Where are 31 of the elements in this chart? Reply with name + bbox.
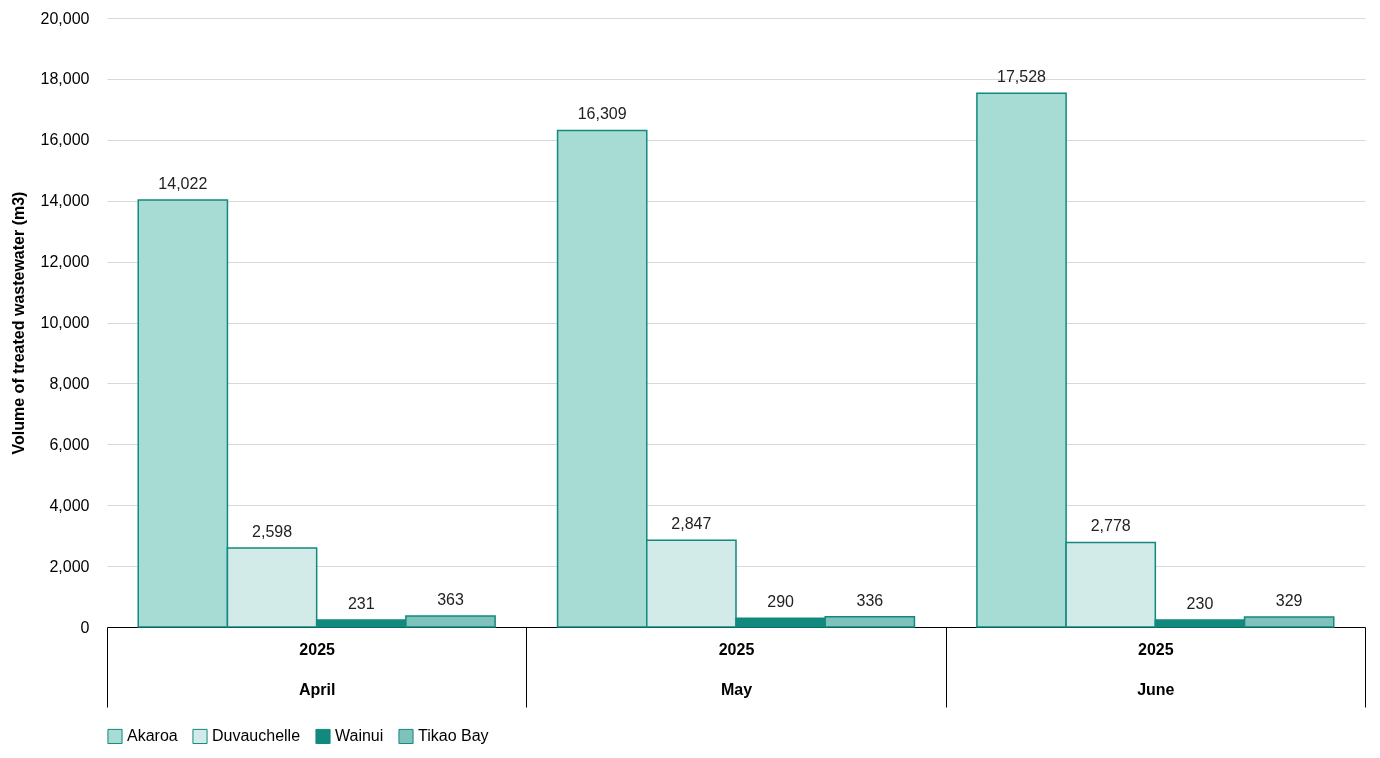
y-tick-label: 10,000 [40,314,90,331]
category-label: 2025 April [298,640,336,698]
data-label: 231 [347,594,375,612]
y-tick-label: 2,000 [49,557,90,575]
y-tick-label: 6,000 [49,435,90,453]
y-tick-label: 14,000 [40,192,90,210]
data-label: 336 [856,591,884,609]
y-tick-label: 16,000 [40,131,90,149]
y-tick-label: 0 [80,618,90,636]
legend-label: Wainui [335,727,384,745]
y-tick-label: 4,000 [49,496,90,514]
category-label: 2025 June [1137,640,1175,698]
data-label: 329 [1275,591,1303,609]
data-label: 14,022 [158,175,208,193]
data-label: 290 [767,593,795,611]
y-tick-label: 12,000 [40,253,90,271]
data-label: 2,847 [671,515,712,533]
data-label: 17,528 [997,68,1047,86]
y-axis-title: Volume of treated wastewater (m3) [9,191,27,455]
y-tick-label: 20,000 [40,9,90,27]
data-label: 16,309 [577,105,627,123]
category-label: 2025 May [718,640,755,698]
data-label: 2,778 [1090,517,1131,535]
legend-label: Duvauchelle [212,727,301,745]
y-tick-label: 8,000 [49,374,90,392]
data-label: 363 [437,590,464,608]
data-label: 2,598 [252,522,293,540]
y-tick-label: 18,000 [40,70,90,88]
data-label: 230 [1186,595,1214,612]
legend-label: Tikao Bay [418,727,489,745]
legend-label: Akaroa [127,727,178,745]
